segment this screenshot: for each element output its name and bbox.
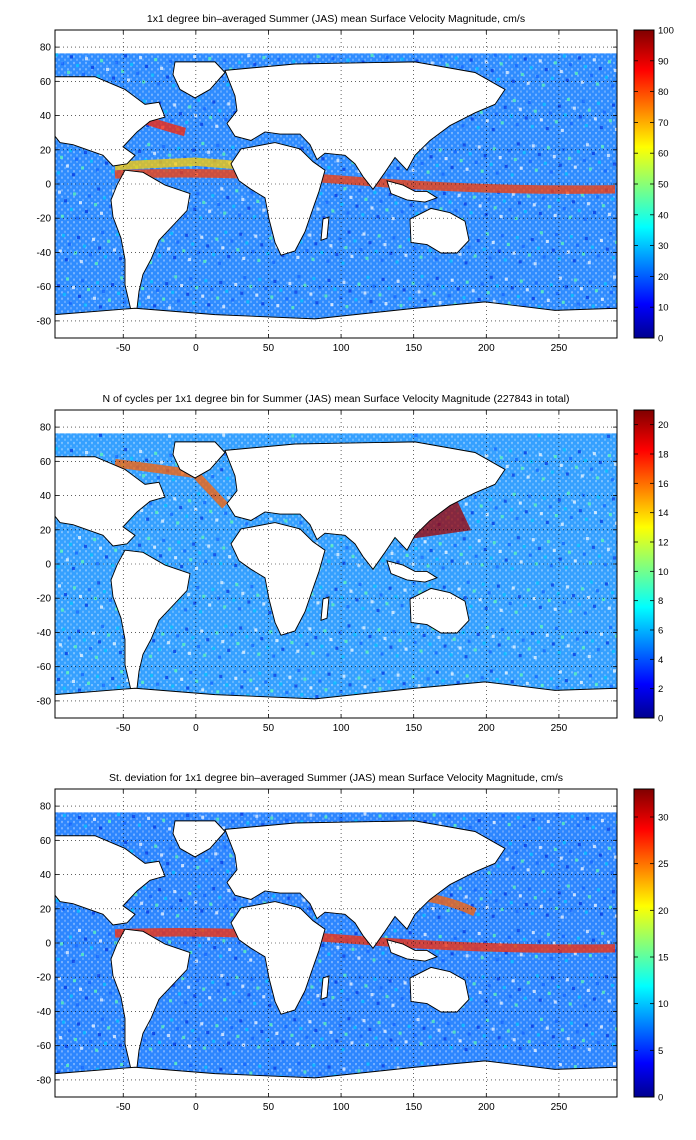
- colorbar-tick-label: 10: [658, 567, 669, 578]
- colorbar-tick-label: 4: [658, 655, 663, 666]
- colorbar-tick-label: 40: [658, 210, 669, 221]
- colorbar-tick-label: 20: [658, 906, 669, 917]
- x-tick-label: 200: [478, 1102, 495, 1113]
- x-tick-label: 200: [478, 343, 495, 354]
- colorbar-tick-label: 0: [658, 1093, 663, 1104]
- y-tick-label: 60: [40, 457, 52, 468]
- y-tick-label: 80: [40, 423, 52, 434]
- colorbar-tick-label: 50: [658, 180, 669, 191]
- colorbar-tick-label: 0: [658, 334, 663, 345]
- map-frame: [54, 29, 618, 339]
- y-tick-label: -40: [37, 1007, 52, 1018]
- colorbar-tick-label: 12: [658, 538, 669, 549]
- y-tick-label: 20: [40, 145, 52, 156]
- y-tick-label: 80: [40, 802, 52, 813]
- colorbar-tick-label: 60: [658, 149, 669, 160]
- colorbar-tick-label: 2: [658, 684, 663, 695]
- colorbar-tick-label: 20: [658, 420, 669, 431]
- x-tick-label: 150: [405, 1102, 422, 1113]
- colorbar-tick-label: 18: [658, 450, 669, 461]
- x-tick-label: -50: [116, 1102, 131, 1113]
- y-tick-label: 60: [40, 836, 52, 847]
- y-tick-label: 20: [40, 904, 52, 915]
- map-panel-2: N of cycles per 1x1 degree bin for Summe…: [37, 393, 669, 734]
- map-panel-3: St. deviation for 1x1 degree bin–average…: [37, 772, 669, 1113]
- map-grid: [55, 789, 617, 1097]
- y-tick-label: -20: [37, 973, 52, 984]
- y-tick-label: -40: [37, 248, 52, 259]
- colorbar-tick-label: 25: [658, 859, 669, 870]
- y-tick-label: 0: [45, 939, 51, 950]
- colorbar-tick-label: 100: [658, 26, 674, 37]
- y-tick-label: 0: [45, 180, 51, 191]
- colorbar-tick-label: 14: [658, 508, 669, 519]
- y-tick-label: -80: [37, 696, 52, 707]
- x-tick-label: -50: [116, 723, 131, 734]
- y-tick-label: -60: [37, 282, 52, 293]
- colorbar-tick-label: 6: [658, 626, 663, 637]
- x-tick-label: 0: [193, 343, 199, 354]
- panel-title: St. deviation for 1x1 degree bin–average…: [109, 772, 563, 784]
- x-tick-label: 100: [333, 1102, 350, 1113]
- colorbar-tick-label: 30: [658, 241, 669, 252]
- map-grid: [55, 410, 617, 718]
- colorbar-tick-label: 16: [658, 479, 669, 490]
- panel-title: N of cycles per 1x1 degree bin for Summe…: [103, 393, 570, 405]
- colorbar-tick-label: 30: [658, 813, 669, 824]
- colorbar-tick-label: 15: [658, 953, 669, 964]
- y-tick-label: 20: [40, 525, 52, 536]
- colorbar: 0 2 4 6 8 10 12 14 16 18 20: [633, 409, 669, 725]
- x-tick-label: 100: [333, 343, 350, 354]
- colorbar-tick-label: 20: [658, 272, 669, 283]
- colorbar-tick-label: 80: [658, 87, 669, 98]
- x-tick-label: 0: [193, 723, 199, 734]
- x-tick-label: 100: [333, 723, 350, 734]
- colorbar-tick-label: 8: [658, 596, 663, 607]
- colorbar: 0 10 20 30 40 50 60 70 80 90 100: [633, 26, 674, 345]
- y-tick-label: -40: [37, 628, 52, 639]
- y-tick-label: 80: [40, 43, 52, 54]
- colorbar-tick-label: 10: [658, 303, 669, 314]
- x-tick-label: 200: [478, 723, 495, 734]
- x-tick-label: 150: [405, 723, 422, 734]
- x-tick-label: 250: [551, 1102, 568, 1113]
- colorbar-tick-label: 90: [658, 56, 669, 67]
- x-tick-label: -50: [116, 343, 131, 354]
- colorbar-tick-label: 0: [658, 714, 663, 725]
- y-tick-label: -80: [37, 316, 52, 327]
- map-frame: [54, 409, 618, 719]
- y-tick-label: -20: [37, 594, 52, 605]
- x-tick-label: 50: [263, 1102, 275, 1113]
- y-tick-label: -80: [37, 1075, 52, 1086]
- x-tick-label: 0: [193, 1102, 199, 1113]
- y-tick-label: 40: [40, 870, 52, 881]
- y-tick-label: 0: [45, 560, 51, 571]
- x-tick-label: 50: [263, 723, 275, 734]
- x-tick-label: 250: [551, 723, 568, 734]
- map-panel-1: 1x1 degree bin–averaged Summer (JAS) mea…: [37, 13, 674, 354]
- map-frame: [54, 788, 618, 1098]
- colorbar: 0 5 10 15 20 25 30: [633, 788, 669, 1104]
- y-tick-label: -60: [37, 1041, 52, 1052]
- panel-title: 1x1 degree bin–averaged Summer (JAS) mea…: [147, 13, 525, 25]
- y-tick-label: -60: [37, 662, 52, 673]
- colorbar-tick-label: 10: [658, 999, 669, 1010]
- y-tick-label: 40: [40, 491, 52, 502]
- y-tick-label: -20: [37, 214, 52, 225]
- y-tick-label: 40: [40, 111, 52, 122]
- map-grid: [55, 30, 617, 338]
- x-tick-label: 250: [551, 343, 568, 354]
- colorbar-tick-label: 5: [658, 1046, 663, 1057]
- colorbar-tick-label: 70: [658, 118, 669, 129]
- x-tick-label: 150: [405, 343, 422, 354]
- x-tick-label: 50: [263, 343, 275, 354]
- y-tick-label: 60: [40, 77, 52, 88]
